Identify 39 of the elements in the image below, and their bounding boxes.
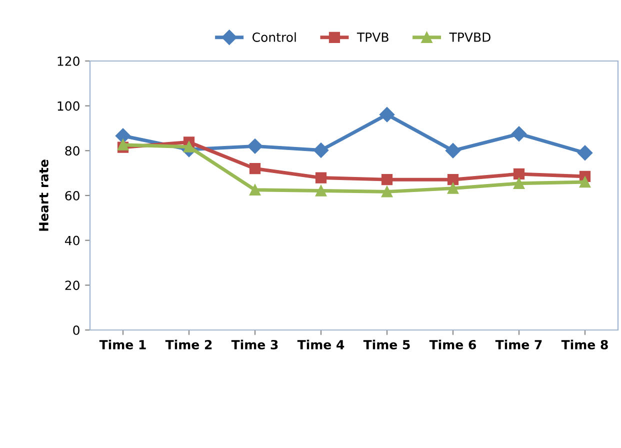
point (447, 174, 459, 186)
x-tick-label: Time 2 (165, 340, 212, 350)
point (513, 168, 525, 180)
point (247, 138, 263, 154)
y-tick-label: 100 (58, 101, 80, 111)
x-tick-label: Time 8 (561, 340, 608, 350)
legend-label: Control (252, 32, 296, 42)
point (445, 143, 461, 158)
point (115, 128, 131, 144)
point (315, 185, 327, 196)
x-tick-label: Time 3 (231, 340, 278, 350)
y-tick-label: 20 (65, 280, 80, 290)
point (313, 142, 329, 158)
point (117, 139, 129, 150)
point (315, 172, 327, 184)
point (249, 163, 261, 174)
x-tick-label: Time 1 (99, 340, 146, 350)
y-tick-label: 60 (65, 190, 80, 200)
point (579, 176, 591, 188)
legend-label: TPVBD (449, 32, 490, 42)
point (381, 174, 393, 186)
y-tick-label: 120 (58, 56, 80, 66)
y-tick-label: 0 (73, 325, 80, 335)
point (249, 184, 261, 196)
y-tick-label: 40 (64, 236, 80, 246)
point (513, 178, 525, 189)
point (379, 107, 395, 122)
x-tick-label: Time 4 (297, 340, 344, 350)
x-tick-label: Time 6 (429, 340, 476, 350)
legend-label: TPVB (356, 32, 388, 42)
x-tick-label: Time 7 (495, 340, 542, 350)
point (511, 126, 527, 142)
y-tick-label: 80 (65, 146, 80, 156)
point (447, 182, 459, 194)
point (577, 145, 593, 160)
point (183, 141, 195, 152)
x-tick-label: Time 5 (363, 340, 410, 350)
y-axis-title: Heart rate (39, 160, 48, 231)
point (381, 186, 393, 198)
